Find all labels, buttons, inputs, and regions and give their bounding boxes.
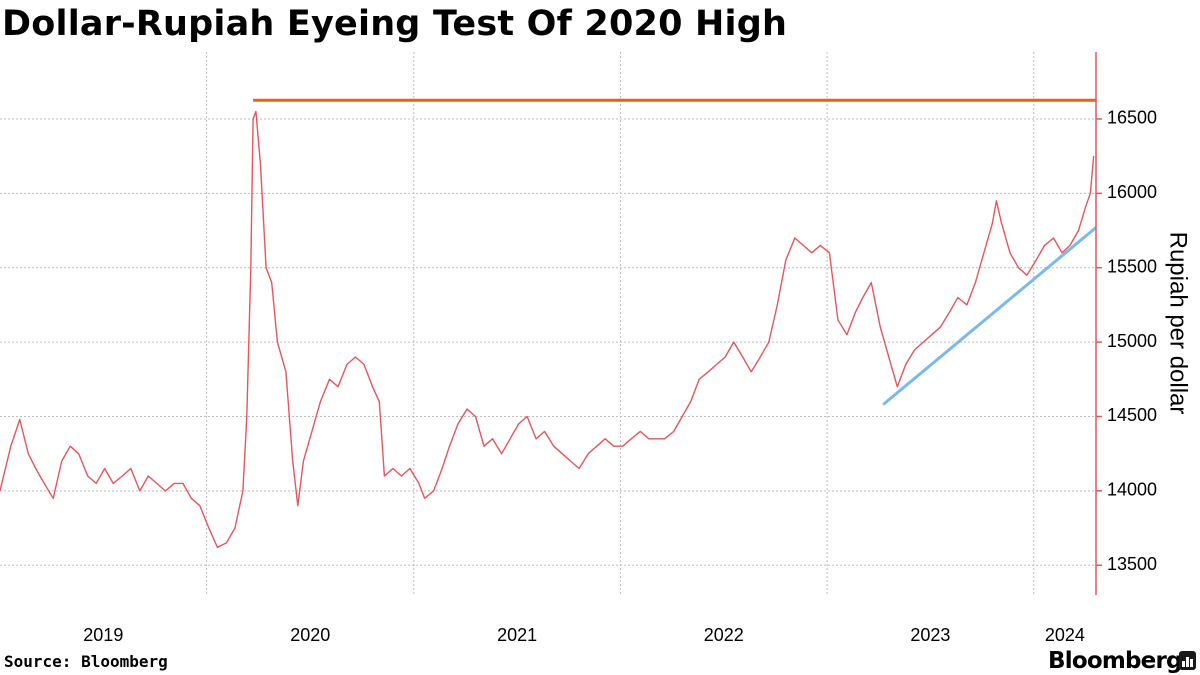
series-layer: [0, 98, 1097, 549]
bloomberg-logo: Bloomberg: [1048, 648, 1182, 674]
chart-title: Dollar-Rupiah Eyeing Test Of 2020 High: [2, 4, 788, 44]
x-ticks: 2019 2020 2021 2022 2023 2024: [83, 625, 1085, 645]
x-tick-label: 2019: [83, 625, 123, 645]
y-tick-label: 16000: [1107, 182, 1157, 202]
y-axis-label: Rupiah per dollar: [1165, 232, 1192, 415]
x-tick-label: 2022: [704, 625, 744, 645]
x-tick-label: 2020: [290, 625, 330, 645]
y-tick-label: 14500: [1107, 405, 1157, 425]
y-tick-label: 15000: [1107, 331, 1157, 351]
y-ticks: 13500 14000 14500 15000 15500 16000 16500: [1096, 108, 1157, 574]
source-note: Source: Bloomberg: [4, 652, 168, 671]
y-tick-label: 13500: [1107, 554, 1157, 574]
bloomberg-mark-icon: [1179, 651, 1196, 670]
x-tick-label: 2024: [1045, 625, 1085, 645]
y-tick-label: 16500: [1107, 108, 1157, 128]
x-tick-label: 2023: [910, 625, 950, 645]
uptrend-line: [882, 226, 1097, 406]
y-tick-label: 14000: [1107, 480, 1157, 500]
x-tick-label: 2021: [497, 625, 537, 645]
grid-lines: [0, 52, 1096, 595]
price-series-line: [0, 110, 1095, 549]
y-tick-label: 15500: [1107, 256, 1157, 276]
